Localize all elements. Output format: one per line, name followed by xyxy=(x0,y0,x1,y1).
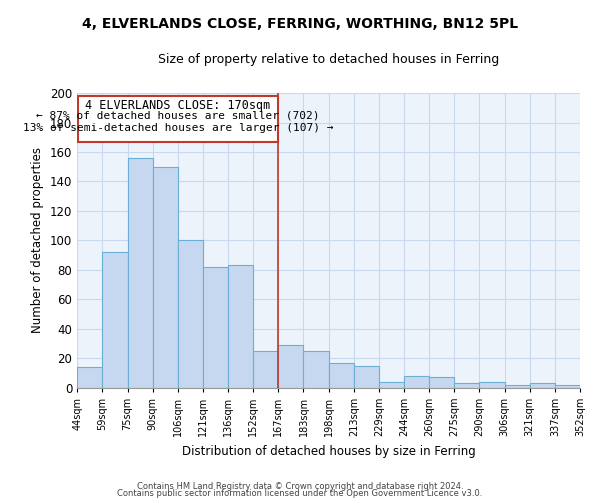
Bar xyxy=(278,345,304,388)
Text: 4, ELVERLANDS CLOSE, FERRING, WORTHING, BN12 5PL: 4, ELVERLANDS CLOSE, FERRING, WORTHING, … xyxy=(82,18,518,32)
Bar xyxy=(103,252,128,388)
Bar xyxy=(429,378,454,388)
Title: Size of property relative to detached houses in Ferring: Size of property relative to detached ho… xyxy=(158,52,499,66)
X-axis label: Distribution of detached houses by size in Ferring: Distribution of detached houses by size … xyxy=(182,444,475,458)
Bar xyxy=(178,240,203,388)
Bar xyxy=(253,351,278,388)
Bar xyxy=(329,362,354,388)
Y-axis label: Number of detached properties: Number of detached properties xyxy=(31,148,44,334)
Text: Contains HM Land Registry data © Crown copyright and database right 2024.: Contains HM Land Registry data © Crown c… xyxy=(137,482,463,491)
Bar xyxy=(379,382,404,388)
Text: 13% of semi-detached houses are larger (107) →: 13% of semi-detached houses are larger (… xyxy=(23,122,333,132)
FancyBboxPatch shape xyxy=(78,96,278,142)
Bar xyxy=(203,267,228,388)
Bar xyxy=(77,367,103,388)
Bar xyxy=(479,382,505,388)
Bar xyxy=(354,366,379,388)
Bar xyxy=(152,166,178,388)
Bar xyxy=(128,158,152,388)
Text: 4 ELVERLANDS CLOSE: 170sqm: 4 ELVERLANDS CLOSE: 170sqm xyxy=(85,99,271,112)
Text: ← 87% of detached houses are smaller (702): ← 87% of detached houses are smaller (70… xyxy=(36,110,320,120)
Bar xyxy=(454,383,479,388)
Text: Contains public sector information licensed under the Open Government Licence v3: Contains public sector information licen… xyxy=(118,488,482,498)
Bar xyxy=(555,384,580,388)
Bar xyxy=(228,266,253,388)
Bar xyxy=(530,383,555,388)
Bar xyxy=(304,351,329,388)
Bar xyxy=(505,384,530,388)
Bar xyxy=(404,376,429,388)
